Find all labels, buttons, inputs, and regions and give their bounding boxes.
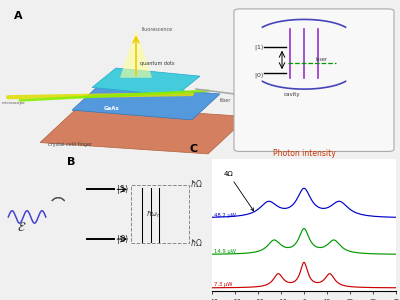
- Text: crystal cold finger: crystal cold finger: [48, 142, 92, 147]
- Text: 14.9 μW: 14.9 μW: [214, 249, 236, 254]
- Text: quantum dots: quantum dots: [140, 61, 174, 66]
- Text: 4Ω: 4Ω: [224, 171, 254, 211]
- Text: cavity: cavity: [284, 92, 301, 97]
- Text: $|1\rangle$: $|1\rangle$: [116, 183, 130, 196]
- Polygon shape: [92, 68, 200, 96]
- Text: fiber: fiber: [220, 98, 231, 103]
- Text: C: C: [190, 144, 198, 154]
- Text: B: B: [66, 157, 75, 166]
- Text: A: A: [14, 11, 23, 21]
- Text: 48.2 μW: 48.2 μW: [214, 213, 236, 218]
- Text: microscope: microscope: [2, 101, 26, 105]
- Text: $|1\rangle$: $|1\rangle$: [254, 42, 264, 52]
- Text: $\hbar\omega_r$: $\hbar\omega_r$: [146, 210, 160, 220]
- Title: Photon intensity: Photon intensity: [273, 149, 335, 158]
- Text: 7.3 μW: 7.3 μW: [214, 282, 233, 287]
- Text: $\hbar\Omega$: $\hbar\Omega$: [190, 178, 203, 189]
- Text: fluorescence: fluorescence: [142, 27, 173, 32]
- Text: $|0\rangle$: $|0\rangle$: [116, 233, 130, 246]
- FancyBboxPatch shape: [234, 9, 394, 152]
- Text: $\mathcal{E}$: $\mathcal{E}$: [17, 221, 26, 234]
- Polygon shape: [40, 105, 248, 154]
- Text: $\hbar\Omega$: $\hbar\Omega$: [190, 237, 203, 248]
- Polygon shape: [72, 84, 220, 120]
- Text: laser: laser: [316, 57, 328, 62]
- Text: GaAs: GaAs: [104, 106, 120, 111]
- Polygon shape: [120, 29, 152, 78]
- Text: $|0\rangle$: $|0\rangle$: [254, 70, 264, 80]
